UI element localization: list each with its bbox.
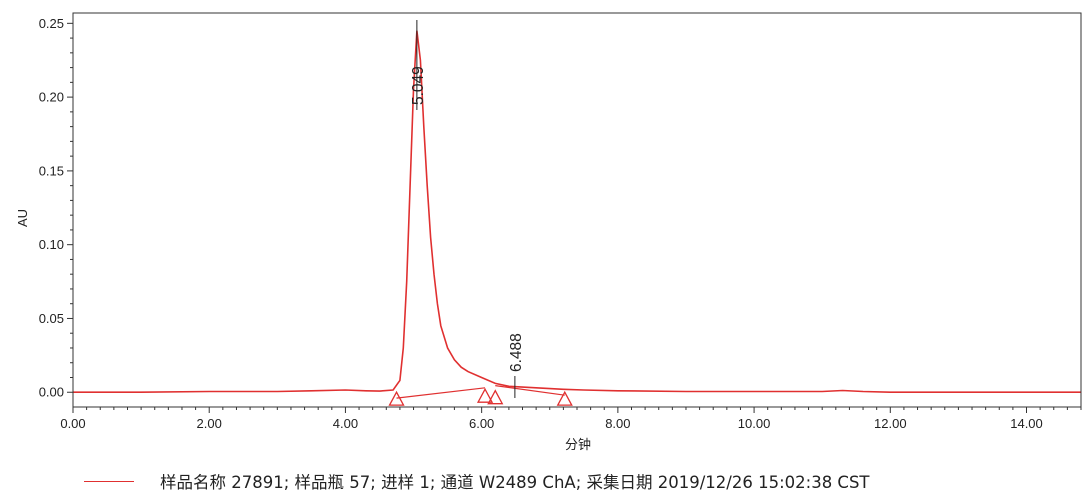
peak-retention-label: 6.488 bbox=[508, 333, 525, 372]
x-tick-label: 8.00 bbox=[605, 416, 630, 431]
x-tick-label: 0.00 bbox=[60, 416, 85, 431]
integration-baseline bbox=[495, 385, 565, 396]
x-tick-label: 14.00 bbox=[1010, 416, 1043, 431]
x-tick-label: 4.00 bbox=[333, 416, 358, 431]
y-axis-ticks: 0.00 0.05 0.10 0.15 0.20 0.25 bbox=[39, 16, 73, 400]
y-tick-label: 0.25 bbox=[39, 16, 64, 31]
x-axis-ticks: 0.00 2.00 4.00 6.00 8.00 10.00 12.00 14.00 bbox=[60, 407, 1082, 431]
y-tick-label: 0.20 bbox=[39, 90, 64, 105]
x-tick-label: 10.00 bbox=[738, 416, 771, 431]
peak-labels: 5.049 6.488 bbox=[410, 20, 525, 398]
peak-retention-label: 5.049 bbox=[410, 66, 427, 105]
peak-markers bbox=[388, 387, 573, 406]
y-tick-label: 0.10 bbox=[39, 237, 64, 252]
integration-baselines bbox=[396, 385, 565, 399]
y-tick-label: 0.05 bbox=[39, 311, 64, 326]
x-axis-label: 分钟 bbox=[565, 437, 591, 452]
peak-boundary-marker bbox=[487, 389, 504, 405]
series-line bbox=[73, 30, 1081, 393]
peak-boundary-marker bbox=[476, 387, 494, 403]
integration-baseline bbox=[396, 387, 486, 399]
y-tick-label: 0.15 bbox=[39, 163, 64, 178]
x-tick-label: 6.00 bbox=[469, 416, 494, 431]
legend-line-swatch bbox=[84, 480, 134, 482]
legend: 样品名称 27891; 样品瓶 57; 进样 1; 通道 W2489 ChA; … bbox=[84, 470, 870, 492]
plot-frame bbox=[72, 12, 1082, 408]
peak-boundary-marker bbox=[388, 390, 405, 406]
legend-series-label: 样品名称 27891; 样品瓶 57; 进样 1; 通道 W2489 ChA; … bbox=[160, 473, 870, 492]
peak-boundary-marker bbox=[556, 390, 573, 406]
x-tick-label: 2.00 bbox=[197, 416, 222, 431]
y-tick-label: 0.00 bbox=[39, 385, 64, 400]
x-tick-label: 12.00 bbox=[874, 416, 907, 431]
y-axis-label: AU bbox=[15, 209, 30, 227]
